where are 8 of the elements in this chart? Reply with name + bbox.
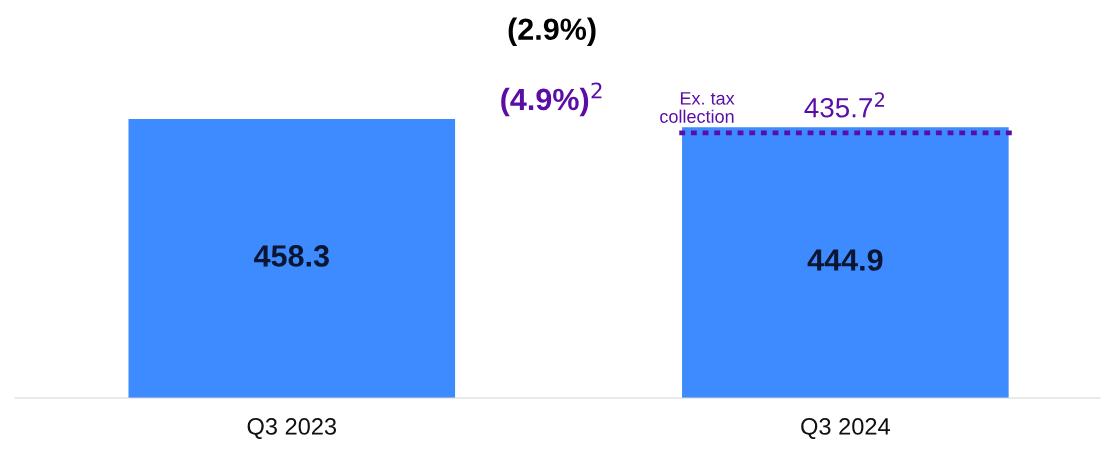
annotation: 435.7$^{2}$ <box>804 92 885 118</box>
data-label: 444.9 <box>807 249 883 271</box>
data-label: 458.3 <box>254 245 329 267</box>
x-tick-label: Q3 2024 <box>801 418 890 440</box>
x-tick-label: Q3 2023 <box>247 418 337 440</box>
text: (4.9%)$^{2}$ <box>501 82 602 117</box>
ref-line-label: Ex. tax collection <box>660 92 735 123</box>
text: (2.9%) <box>508 17 596 47</box>
